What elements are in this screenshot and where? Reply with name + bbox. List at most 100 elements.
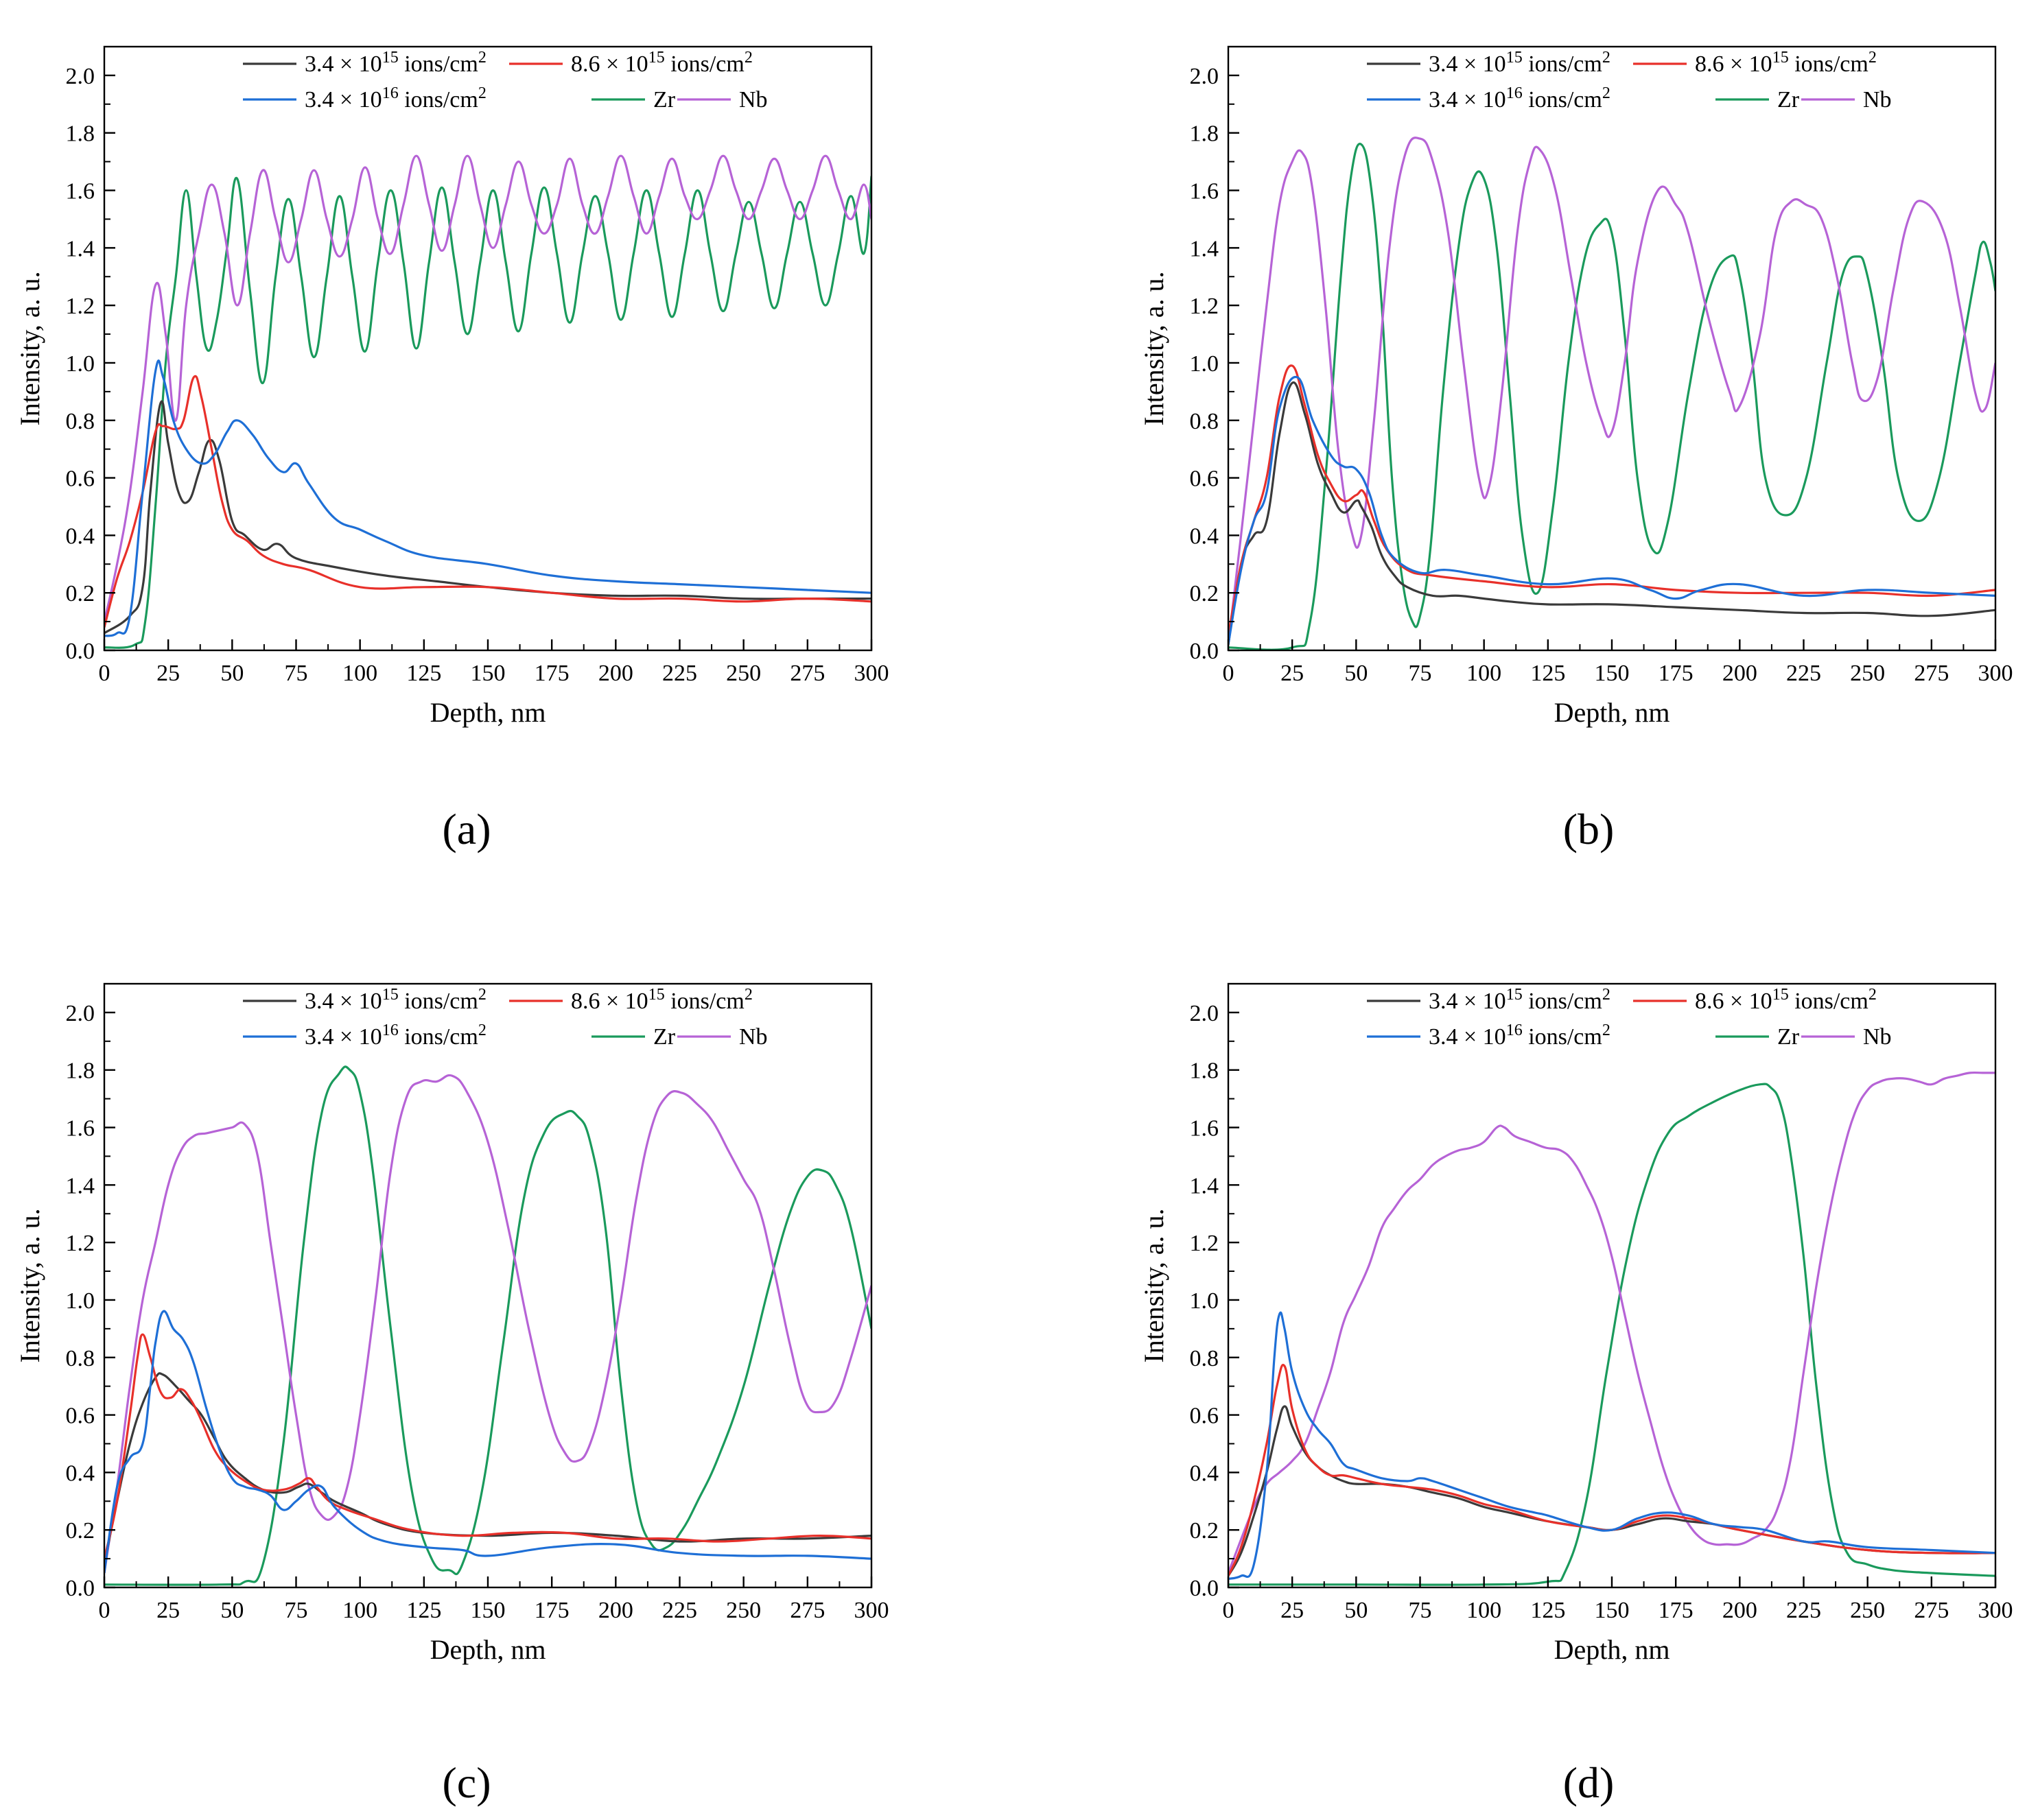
y-axis-label: Intensity, a. u.	[1138, 271, 1169, 425]
series-line-zr	[1228, 143, 1995, 650]
y-tick-label: 0.8	[1190, 1346, 1219, 1371]
legend-unit-exponent: 2	[478, 84, 487, 102]
legend-unit-exponent: 2	[1868, 986, 1877, 1004]
panel-label: (d)	[1563, 1758, 1615, 1807]
x-tick-label: 50	[220, 1598, 244, 1623]
x-tick-label: 175	[1659, 661, 1694, 686]
legend-item-nb: Nb	[1801, 1024, 1892, 1050]
legend-text: Nb	[1863, 1024, 1892, 1050]
x-tick-label: 150	[471, 661, 506, 686]
x-tick-label: 25	[1280, 661, 1304, 686]
legend-unit-exponent: 2	[478, 1021, 487, 1039]
y-tick-label: 0.0	[66, 639, 95, 664]
x-tick-label: 75	[285, 661, 308, 686]
legend-unit: ions/cm	[399, 1024, 478, 1050]
legend-label: 8.6 × 1015 ions/cm2	[1695, 986, 1877, 1014]
y-tick-label: 0.4	[66, 1461, 95, 1486]
x-tick-label: 50	[1344, 1598, 1368, 1623]
y-tick-label: 1.0	[1190, 351, 1219, 377]
legend-text: 3.4 × 10	[305, 51, 382, 77]
y-tick-label: 0.8	[66, 409, 95, 434]
y-tick-label: 1.4	[66, 1173, 95, 1198]
legend-unit-exponent: 2	[745, 986, 753, 1004]
legend-item-s2: 8.6 × 1015 ions/cm2	[1633, 986, 1877, 1014]
legend-text: 3.4 × 10	[1429, 989, 1506, 1014]
x-tick-label: 175	[1659, 1598, 1694, 1623]
legend-unit: ions/cm	[399, 989, 478, 1014]
legend-item-nb: Nb	[677, 87, 768, 113]
y-tick-label: 2.0	[66, 1001, 95, 1026]
legend-label: 8.6 × 1015 ions/cm2	[571, 986, 753, 1014]
legend-label: Nb	[739, 87, 768, 113]
x-tick-label: 175	[535, 661, 570, 686]
y-tick-label: 0.4	[1190, 1461, 1219, 1486]
legend-text: Nb	[1863, 87, 1892, 113]
y-tick-label: 1.8	[66, 1059, 95, 1084]
y-tick-label: 0.6	[66, 1404, 95, 1429]
x-tick-label: 125	[406, 1598, 441, 1623]
legend-item-s1: 3.4 × 1015 ions/cm2	[243, 49, 487, 77]
x-tick-label: 150	[471, 1598, 506, 1623]
x-tick-label: 25	[156, 661, 180, 686]
legend-text: 3.4 × 10	[1429, 51, 1506, 77]
legend-text: Zr	[653, 87, 676, 113]
legend-item-s1: 3.4 × 1015 ions/cm2	[1367, 49, 1610, 77]
legend-item-s2: 8.6 × 1015 ions/cm2	[509, 986, 753, 1014]
y-tick-label: 0.0	[66, 1576, 95, 1601]
legend-item-s3: 3.4 × 1016 ions/cm2	[1367, 84, 1610, 113]
legend-label: Nb	[1863, 1024, 1892, 1050]
panel-label: (c)	[442, 1758, 491, 1807]
y-tick-label: 1.4	[1190, 1173, 1219, 1198]
legend-unit-exponent: 2	[478, 986, 487, 1004]
x-axis-label: Depth, nm	[1554, 697, 1670, 728]
legend-label: 3.4 × 1016 ions/cm2	[305, 1021, 487, 1050]
legend-label: Zr	[1777, 87, 1800, 113]
x-tick-label: 225	[662, 661, 697, 686]
legend-unit: ions/cm	[1789, 51, 1868, 77]
legend-exponent: 16	[382, 1021, 399, 1039]
x-tick-label: 100	[1466, 1598, 1501, 1623]
x-tick-label: 250	[726, 1598, 761, 1623]
x-tick-label: 50	[220, 661, 244, 686]
legend-item-zr: Zr	[591, 87, 676, 113]
plot-frame	[103, 45, 873, 652]
legend-label: Zr	[1777, 1024, 1800, 1050]
legend-exponent: 15	[1772, 49, 1789, 67]
y-tick-label: 1.8	[1190, 1059, 1219, 1084]
y-tick-label: 1.2	[1190, 1231, 1219, 1256]
legend-label: 3.4 × 1015 ions/cm2	[305, 49, 487, 77]
x-tick-label: 250	[726, 661, 761, 686]
legend-unit-exponent: 2	[1602, 1021, 1610, 1039]
panel-label: (a)	[442, 805, 491, 853]
x-tick-label: 200	[598, 1598, 633, 1623]
legend-unit-exponent: 2	[1868, 49, 1877, 67]
series-line-zr	[1228, 1083, 1995, 1586]
y-tick-label: 2.0	[1190, 64, 1219, 89]
legend-unit-exponent: 2	[1602, 84, 1610, 102]
legend-item-nb: Nb	[677, 1024, 768, 1050]
y-tick-label: 0.0	[1190, 1576, 1219, 1601]
y-tick-label: 1.6	[66, 1116, 95, 1142]
x-tick-label: 300	[1978, 1598, 2013, 1623]
legend-item-s1: 3.4 × 1015 ions/cm2	[243, 986, 487, 1014]
y-tick-label: 2.0	[1190, 1001, 1219, 1026]
y-tick-label: 0.4	[1190, 523, 1219, 549]
y-tick-label: 1.2	[66, 294, 95, 319]
x-tick-label: 100	[342, 661, 377, 686]
series-line-s3	[104, 1310, 871, 1574]
y-tick-label: 1.0	[66, 1288, 95, 1314]
x-tick-label: 25	[1280, 1598, 1304, 1623]
x-tick-label: 275	[790, 661, 825, 686]
series-line-s3	[1228, 1311, 1995, 1580]
legend-label: Nb	[1863, 87, 1892, 113]
legend-text: 8.6 × 10	[571, 51, 648, 77]
x-tick-label: 125	[1530, 661, 1565, 686]
x-tick-label: 275	[790, 1598, 825, 1623]
y-tick-label: 0.2	[1190, 581, 1219, 606]
y-tick-label: 1.4	[66, 236, 95, 261]
legend-exponent: 15	[382, 986, 399, 1004]
legend-label: 8.6 × 1015 ions/cm2	[571, 49, 753, 77]
series-line-nb	[1228, 1071, 1995, 1574]
series-line-s1	[104, 400, 871, 635]
legend-text: Nb	[739, 1024, 768, 1050]
